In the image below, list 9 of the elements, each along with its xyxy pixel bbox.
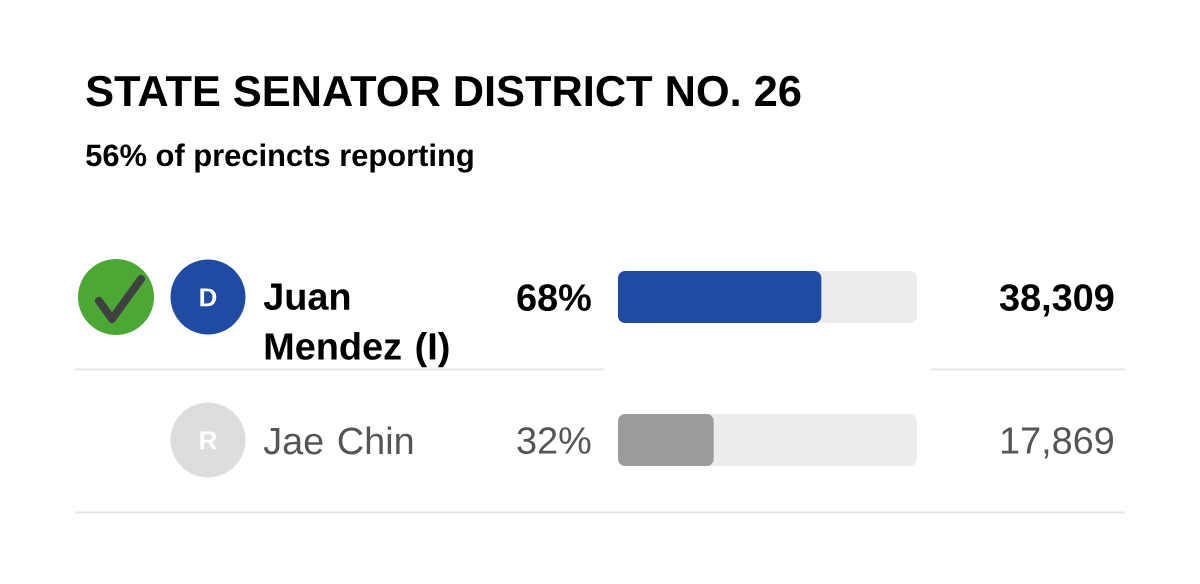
chart-title: STATE SENATOR DISTRICT NO. 26 — [86, 75, 801, 107]
text: 17,869 — [1001, 427, 1113, 459]
data-label: 32% — [517, 427, 591, 454]
y-tick-label: Juan Mendez (I) — [263, 283, 449, 368]
text: 38,309 — [999, 284, 1114, 317]
text: D — [200, 288, 217, 307]
text: 56% of precincts reporting — [86, 143, 473, 173]
data-label: 68% — [517, 284, 591, 311]
y-tick-label: Jae Chin — [263, 426, 413, 455]
